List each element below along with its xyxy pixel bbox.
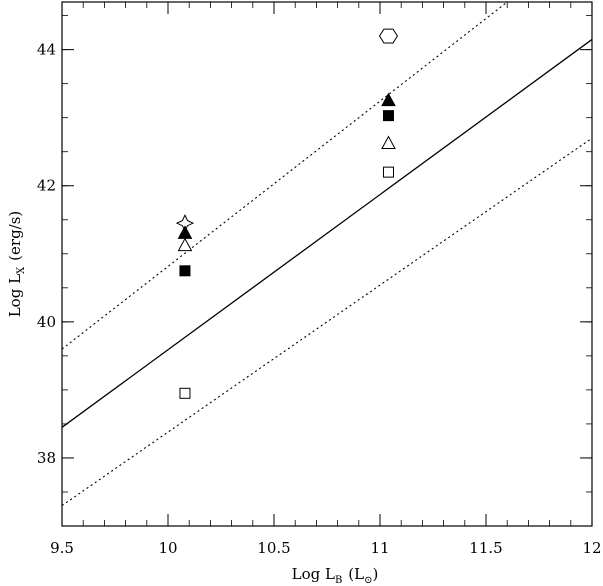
y-tick-label: 44 xyxy=(37,41,56,59)
points-layer xyxy=(175,28,399,399)
x-tick-label: 10 xyxy=(158,539,177,557)
y-tick-label: 42 xyxy=(37,177,56,195)
data-point-filled-triangle xyxy=(177,225,193,239)
x-tick-label: 12 xyxy=(582,539,601,557)
fit-line-dotted-2 xyxy=(61,137,593,507)
x-tick-label: 10.5 xyxy=(257,539,290,557)
plot-frame xyxy=(61,1,593,527)
data-point-open-square xyxy=(179,387,191,399)
y-tick-label: 40 xyxy=(37,313,56,331)
fit-line-dotted-1 xyxy=(61,1,508,350)
y-axis-title: Log LX(erg/s) xyxy=(6,211,27,318)
data-point-filled-triangle xyxy=(381,92,396,107)
fit-line-solid-0 xyxy=(61,38,593,428)
y-tick-label: 38 xyxy=(37,449,56,467)
x-tick-label: 11 xyxy=(370,539,389,557)
x-tick-label: 11.5 xyxy=(469,539,502,557)
data-point-open-hexagon xyxy=(378,28,399,44)
ticks-layer: 9.5 10 10.5 11 11.5 12 38 40 42 44 xyxy=(37,2,602,557)
data-point-open-triangle xyxy=(177,237,193,252)
data-point-open-triangle xyxy=(381,135,396,150)
data-point-filled-square xyxy=(179,265,191,277)
x-axis-title: Log LB (L⊙) xyxy=(292,565,379,586)
lines-layer xyxy=(61,1,593,507)
x-tick-label: 9.5 xyxy=(50,539,74,557)
data-point-open-square xyxy=(382,166,394,178)
data-point-filled-square xyxy=(382,110,394,122)
